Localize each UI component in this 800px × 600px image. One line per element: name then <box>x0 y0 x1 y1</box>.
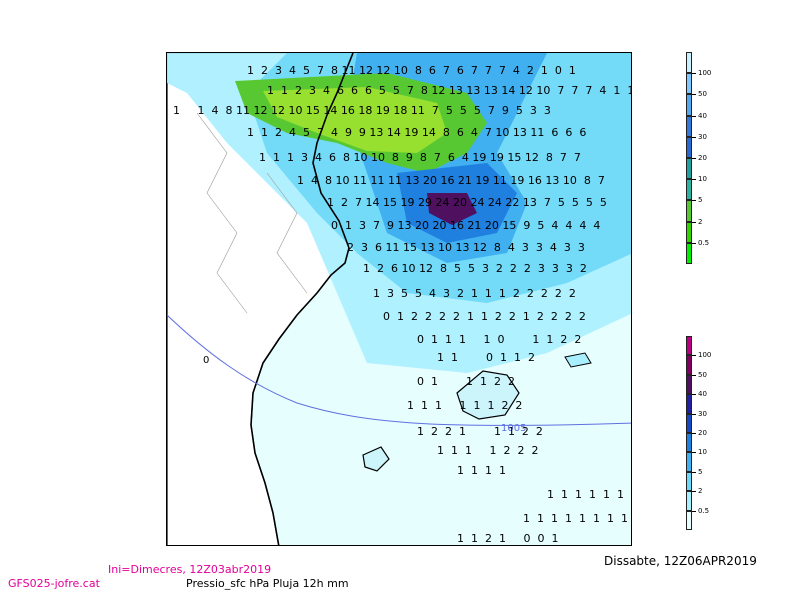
precip-row: 1 1 1 1 1 1 <box>547 488 624 501</box>
region-borders <box>196 112 308 314</box>
colorbar-label: 50 <box>698 370 707 379</box>
colorbar-segment <box>686 179 692 201</box>
colorbar-tick <box>692 374 696 376</box>
colorbar-label: 2 <box>698 217 703 226</box>
colorbar-segment <box>686 413 692 433</box>
precip-row: 1 1 4 8 11 12 12 10 15 14 16 18 19 18 11… <box>173 104 551 117</box>
colorbar-tick <box>692 94 696 96</box>
colorbar-tick <box>692 115 696 117</box>
colorbar-segment <box>686 355 692 375</box>
colorbar-label: 0.5 <box>698 506 710 515</box>
precip-row: 1 1 0 1 1 2 <box>437 351 535 364</box>
colorbar-tick <box>692 433 696 434</box>
colorbar-segment <box>686 136 692 158</box>
precip-row: 1 1 1 3 4 6 8 10 10 8 9 8 7 6 4 19 19 15… <box>259 151 581 164</box>
map-panel: 1005 0 1 2 3 4 5 7 8 11 12 12 10 8 6 7 6… <box>166 52 632 546</box>
isobar-label: 1005 <box>501 423 526 434</box>
colorbar-tick <box>692 355 696 357</box>
colorbar-tick <box>692 510 696 512</box>
init-time: Ini=Dimecres, 12Z03abr2019 <box>108 563 272 576</box>
precip-max-core <box>427 193 477 225</box>
colorbar-segment <box>686 242 692 264</box>
colorbar-segment <box>686 433 692 453</box>
colorbar-segment <box>686 452 692 472</box>
precip-row: 1 1 1 1 1 1 1 1 1 <box>523 512 632 525</box>
colorbar-tick <box>692 471 696 473</box>
valid-time: Dissabte, 12Z06APR2019 <box>604 554 757 568</box>
precip-row: 1 2 3 4 5 7 8 11 12 12 10 8 6 7 6 7 7 7 … <box>247 64 576 77</box>
precip-row: 1 4 8 10 11 11 11 13 20 16 21 19 11 19 1… <box>297 174 605 187</box>
model-name: GFS025-jofre.cat <box>8 577 100 590</box>
colorbar-label: 0.5 <box>698 238 710 247</box>
colorbar-segment <box>686 52 692 74</box>
coastline <box>250 53 354 545</box>
colorbar-label: 5 <box>698 196 703 205</box>
field-description: Pressio_sfc hPa Pluja 12h mm <box>186 577 349 590</box>
precip-row: 1 2 7 14 15 19 29 24 20 24 24 22 13 7 5 … <box>327 196 607 209</box>
island-mallorca <box>456 370 520 420</box>
precip-value-labels: 1 2 3 4 5 7 8 11 12 12 10 8 6 7 6 7 7 7 … <box>173 64 632 545</box>
colorbar-label: 20 <box>698 154 707 162</box>
colorbar-label: 20 <box>698 429 707 437</box>
precip-row: 1 1 1 1 <box>457 464 506 477</box>
colorbar-label: 100 <box>698 351 712 360</box>
colorbar-segment <box>686 221 692 243</box>
precip-row: 0 1 1 1 1 0 1 1 2 2 <box>417 333 581 346</box>
colorbar-segment <box>686 73 692 95</box>
island-menorca <box>564 352 592 368</box>
colorbar-label: 50 <box>698 90 707 99</box>
colorbar-segment <box>686 510 692 530</box>
colorbar-tick <box>692 242 696 244</box>
colorbar-segment <box>686 115 692 137</box>
colorbar-label: 40 <box>698 390 707 399</box>
colorbar-segment <box>686 158 692 180</box>
colorbar-label: 5 <box>698 467 703 476</box>
precip-row: 1 1 2 1 0 0 1 <box>457 532 558 545</box>
colorbar-segment <box>686 94 692 116</box>
colorbar-tick <box>692 158 696 159</box>
colorbar-label: 100 <box>698 69 712 78</box>
colorbar-segment <box>686 394 692 414</box>
precip-row: 1 3 5 5 4 3 2 1 1 1 2 2 2 2 2 <box>373 287 576 300</box>
colorbar-label: 2 <box>698 487 703 496</box>
colorbar-tick <box>692 200 696 202</box>
colorbar-tick <box>692 491 696 493</box>
colorbar-label: 10 <box>698 448 707 457</box>
colorbar-segment <box>686 491 692 511</box>
island-ibiza <box>362 446 390 472</box>
isobar-label-left: 0 <box>203 355 209 366</box>
colorbar-segment <box>686 471 692 492</box>
precip-row: 0 1 1 1 2 2 <box>417 375 515 388</box>
colorbar-tick <box>692 413 696 415</box>
map-canvas: 1005 0 1 2 3 4 5 7 8 11 12 12 10 8 6 7 6… <box>167 53 632 545</box>
colorbar-tick <box>692 221 696 223</box>
precip-row: 1 2 2 1 1 1 2 2 <box>417 425 543 438</box>
colorbar-tick <box>692 73 696 75</box>
isobar-1005 <box>167 314 631 427</box>
precip-row: 1 1 1 1 2 2 2 <box>437 444 538 457</box>
colorbar-tick <box>692 452 696 454</box>
colorbar-label: 30 <box>698 132 707 141</box>
colorbar-tick <box>692 394 696 396</box>
precip-row: 1 1 1 1 1 1 2 2 <box>407 399 522 412</box>
colorbar-tick <box>692 136 696 138</box>
precip-row: 1 2 6 10 12 8 5 5 3 2 2 2 3 3 3 2 <box>363 262 587 275</box>
precip-row: 1 1 2 3 4 6 6 6 5 5 7 8 12 13 13 13 14 1… <box>267 84 632 97</box>
precip-row: 1 1 2 4 5 7 4 9 9 13 14 19 14 8 6 4 7 10… <box>247 126 586 139</box>
precip-zone-lightgreen <box>263 87 447 153</box>
colorbar-label: 10 <box>698 175 707 184</box>
colorbar-tick <box>692 179 696 181</box>
precip-colorbar-bottom: 0.5 2 5 10 20 30 40 50 100 <box>686 336 726 530</box>
colorbar-label: 30 <box>698 409 707 418</box>
colorbar-segment <box>686 200 692 222</box>
colorbar-label: 40 <box>698 111 707 120</box>
precip-row: 0 1 3 7 9 13 20 20 16 21 20 15 9 5 4 4 4… <box>331 219 600 232</box>
precip-row: 0 1 2 2 2 2 1 1 2 2 1 2 2 2 2 <box>383 310 586 323</box>
colorbar-segment <box>686 374 692 395</box>
colorbar-segment <box>686 336 692 356</box>
precip-colorbar-top: 0.5 2 5 10 20 30 40 50 100 <box>686 52 726 264</box>
precip-row: 2 3 6 11 15 13 10 13 12 8 4 3 3 4 3 3 <box>347 241 585 254</box>
